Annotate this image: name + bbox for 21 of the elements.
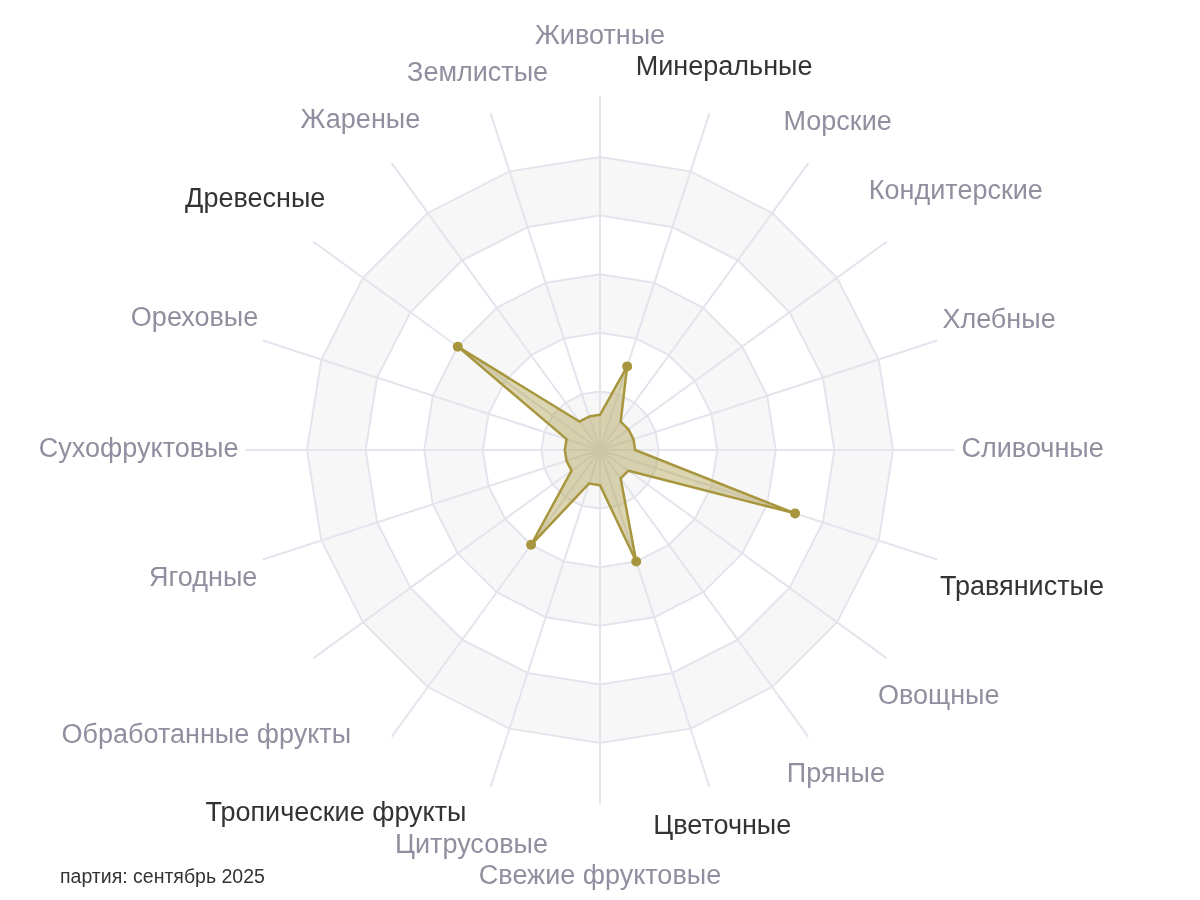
spoke-label: Ягодные [149,562,258,593]
spoke-label: Сливочные [961,433,1104,464]
spoke-label: Жареные [300,103,421,134]
spoke-label: Свежие фруктовые [478,860,722,891]
spoke-label: Минеральные [635,51,813,82]
spoke-label: Древесные [185,182,326,213]
spoke-label: Ореховые [130,301,259,332]
spoke-label: Хлебные [942,303,1056,334]
spoke-label: Землистые [407,56,549,87]
spoke-label: Травянистые [939,570,1104,601]
spoke-label: Кондитерские [868,174,1043,205]
text: партия: сентябрь 2025 [60,865,265,887]
spoke-label: Цитрусовые [394,829,548,860]
spoke-label: Животные [534,20,666,51]
spoke-label: Морские [783,106,892,137]
spoke-label: Цветочные [653,809,792,840]
spoke-label: Тропические фрукты [205,796,467,827]
spoke-label: Обработанные фрукты [61,719,352,750]
spoke-label: Пряные [786,758,885,789]
spoke-label: Овощные [877,679,1000,710]
spoke-label: Сухофруктовые [38,433,239,464]
